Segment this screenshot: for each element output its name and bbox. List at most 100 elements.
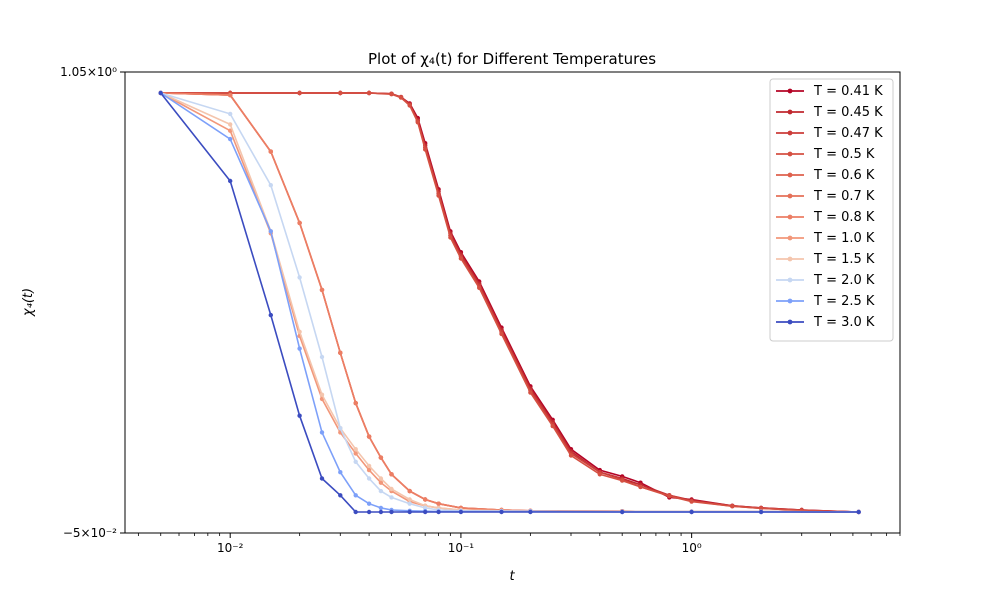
legend-label: T = 0.47 K [813, 126, 883, 141]
data-point [366, 467, 372, 473]
data-point [415, 120, 420, 125]
data-point [638, 484, 643, 490]
data-point [389, 495, 394, 500]
data-point [423, 147, 428, 152]
data-point [407, 103, 412, 108]
data-point [528, 509, 533, 515]
legend-item: T = 2.5 K [776, 294, 875, 309]
legend-item: T = 0.41 K [776, 84, 883, 99]
data-point [378, 480, 384, 485]
data-point [407, 509, 412, 515]
legend-marker [787, 193, 793, 199]
data-point [228, 136, 233, 142]
data-point [353, 447, 358, 452]
data-point [758, 506, 764, 511]
data-point [477, 285, 482, 290]
data-point [297, 329, 302, 334]
data-point [297, 220, 302, 226]
data-point [228, 178, 233, 184]
data-point [730, 504, 735, 509]
data-point [353, 509, 358, 515]
data-point [528, 390, 533, 395]
legend-label: T = 1.0 K [813, 231, 875, 246]
legend-box [769, 78, 894, 342]
data-point [338, 470, 343, 475]
legend-item: T = 1.0 K [776, 231, 875, 246]
data-point [268, 312, 273, 318]
data-point [319, 476, 325, 481]
legend-item: T = 1.5 K [776, 252, 875, 267]
data-point [423, 497, 428, 502]
data-point [319, 354, 325, 360]
legend-label: T = 1.5 K [813, 252, 875, 267]
legend-item: T = 3.0 K [776, 315, 875, 330]
data-point [366, 90, 372, 96]
data-point [268, 149, 273, 154]
data-point [353, 400, 358, 406]
data-point [436, 501, 441, 506]
legend: T = 0.41 K T = 0.45 K T = 0.47 K T = 0.5 K T… [769, 78, 894, 342]
legend-label: T = 0.45 K [813, 105, 883, 120]
data-point [398, 95, 404, 100]
data-point [407, 501, 412, 506]
data-point [389, 486, 394, 492]
x-tick-label: 10⁰ [682, 541, 702, 555]
data-point [856, 509, 861, 515]
data-point [228, 128, 233, 133]
data-point [458, 256, 464, 261]
data-point [389, 509, 394, 515]
data-point [366, 476, 372, 481]
legend-item: T = 0.7 K [776, 189, 875, 204]
data-point [338, 350, 343, 355]
data-point [319, 287, 325, 293]
legend-label: T = 2.0 K [813, 273, 875, 288]
data-point [620, 478, 625, 483]
legend-marker [787, 298, 793, 304]
data-point [423, 505, 428, 511]
legend-label: T = 2.5 K [813, 294, 875, 309]
data-point [338, 426, 343, 431]
data-point [297, 90, 302, 96]
legend-item: T = 0.8 K [776, 210, 875, 225]
data-point [366, 501, 372, 506]
series-line [160, 92, 859, 513]
plot-frame [124, 71, 901, 534]
y-tick-label: 1.05×10⁰ [60, 65, 117, 79]
data-point [458, 509, 464, 515]
data-point [297, 275, 302, 280]
data-point [338, 493, 343, 498]
legend-marker [787, 109, 793, 115]
legend-item: T = 2.0 K [776, 273, 875, 288]
legend-marker [787, 214, 793, 220]
data-point [389, 472, 394, 477]
data-point [436, 193, 441, 198]
series-11 [158, 90, 861, 515]
data-point [353, 451, 358, 456]
x-tick-label: 10⁻¹ [448, 541, 475, 555]
chart-title: Plot of χ₄(t) for Different Temperatures [368, 50, 656, 68]
data-point [353, 459, 358, 464]
data-point [407, 488, 412, 494]
data-point [407, 497, 412, 502]
y-tick-label: −5×10⁻² [63, 526, 117, 540]
data-point [268, 229, 273, 234]
data-point [366, 463, 372, 469]
data-point [389, 92, 394, 97]
legend-label: T = 3.0 K [813, 315, 875, 330]
data-point [228, 111, 233, 117]
data-point [689, 509, 694, 515]
data-point [423, 509, 428, 515]
data-point [338, 90, 343, 96]
data-point [366, 509, 372, 515]
data-point [366, 434, 372, 439]
legend-marker [787, 151, 793, 157]
legend-marker [787, 277, 793, 283]
data-point [378, 505, 384, 511]
legend-label: T = 0.8 K [813, 210, 875, 225]
data-point [667, 493, 672, 499]
legend-label: T = 0.5 K [813, 147, 875, 162]
data-point [158, 90, 163, 96]
x-axis-label: t [509, 569, 515, 584]
data-point [228, 92, 233, 98]
legend-marker [787, 256, 793, 262]
